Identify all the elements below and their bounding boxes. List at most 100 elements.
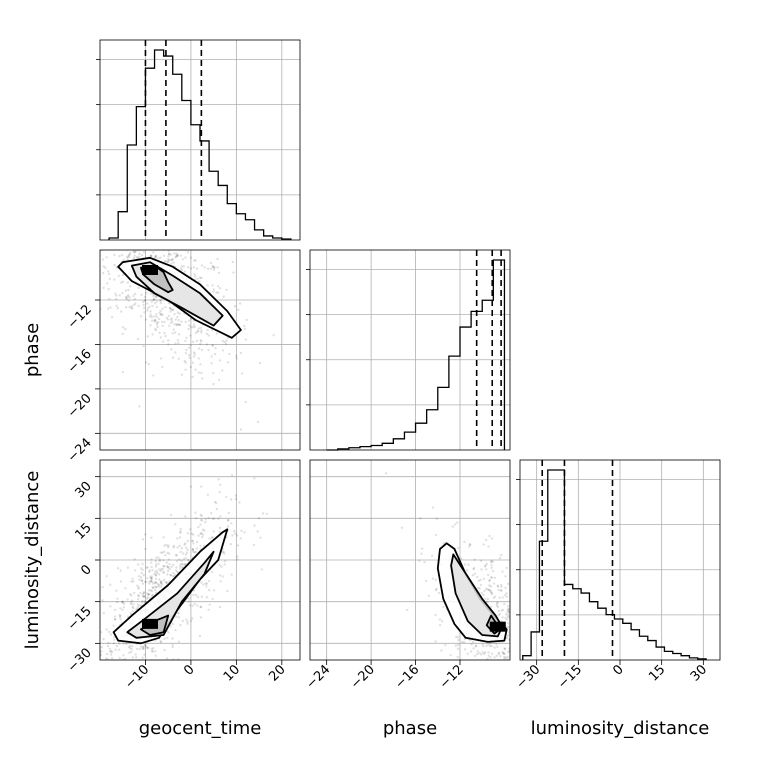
scatter-point [534, 594, 536, 596]
scatter-point [84, 236, 86, 238]
scatter-point [121, 600, 124, 603]
scatter-point [480, 568, 483, 571]
scatter-point [56, 168, 58, 170]
scatter-point [189, 326, 193, 329]
scatter-point [512, 662, 514, 664]
scatter-point [189, 528, 192, 531]
scatter-point [483, 565, 487, 568]
scatter-point [140, 685, 142, 687]
scatter-point [211, 264, 214, 268]
scatter-point [118, 685, 120, 687]
scatter-point [558, 701, 560, 703]
scatter-point [139, 237, 141, 239]
histogram-geocent_time [108, 49, 292, 240]
scatter-point [546, 671, 548, 673]
scatter-point [568, 702, 570, 704]
scatter-point [213, 517, 216, 520]
scatter-point [546, 633, 548, 635]
scatter-point [182, 213, 184, 215]
scatter-point [174, 629, 177, 632]
scatter-point [490, 591, 493, 594]
scatter-point [517, 638, 519, 640]
scatter-point [171, 356, 175, 359]
scatter-point [121, 371, 125, 374]
scatter-point [488, 644, 492, 648]
scatter-point [506, 618, 509, 621]
scatter-point [115, 666, 117, 668]
scatter-point [175, 255, 178, 258]
scatter-point [454, 635, 458, 638]
scatter-point [112, 204, 114, 206]
scatter-point [158, 568, 161, 571]
scatter-point [194, 517, 198, 520]
scatter-point [164, 259, 167, 263]
scatter-point [191, 549, 195, 552]
scatter-point [218, 530, 222, 534]
scatter-point [197, 526, 200, 529]
scatter-point [534, 645, 536, 647]
scatter-point [100, 631, 103, 634]
scatter-point [184, 320, 187, 324]
scatter-point [94, 669, 96, 671]
scatter-point [551, 645, 553, 647]
scatter-point [497, 652, 501, 656]
scatter-point [183, 563, 187, 566]
panel-0-0 [96, 40, 300, 240]
scatter-point [225, 339, 228, 342]
scatter-point [486, 597, 490, 601]
scatter-point [243, 324, 246, 328]
scatter-point [574, 699, 576, 701]
y-tick-label: −24 [65, 436, 95, 466]
scatter-point [516, 606, 518, 608]
scatter-point [169, 253, 173, 256]
scatter-point [513, 586, 515, 588]
scatter-point [484, 597, 487, 600]
scatter-point [177, 319, 180, 322]
scatter-point [124, 295, 128, 299]
scatter-point [151, 569, 154, 572]
scatter-point [229, 498, 233, 501]
scatter-point [96, 188, 98, 190]
scatter-point [167, 314, 171, 318]
scatter-point [146, 680, 148, 682]
scatter-point [129, 644, 132, 647]
scatter-point [144, 547, 147, 551]
scatter-point [522, 665, 524, 667]
scatter-point [508, 664, 510, 666]
scatter-point [531, 700, 533, 702]
scatter-point [522, 636, 524, 638]
scatter-point [488, 578, 491, 582]
scatter-point [153, 320, 156, 323]
scatter-point [467, 563, 470, 566]
scatter-point [186, 266, 190, 269]
scatter-point [106, 658, 109, 660]
scatter-point [239, 428, 243, 431]
scatter-point [124, 202, 126, 204]
scatter-point [160, 580, 163, 583]
scatter-point [143, 595, 146, 598]
scatter-point [193, 551, 196, 554]
scatter-point [116, 597, 119, 600]
scatter-point [113, 608, 117, 611]
scatter-point [229, 543, 232, 546]
scatter-point [159, 256, 162, 259]
scatter-point [488, 584, 491, 587]
scatter-point [431, 506, 435, 509]
scatter-point [119, 580, 123, 583]
scatter-point [503, 602, 506, 606]
scatter-point [165, 582, 168, 585]
scatter-point [121, 601, 124, 604]
scatter-point [601, 706, 603, 708]
scatter-point [191, 326, 195, 329]
scatter-point [154, 586, 158, 589]
scatter-point [453, 523, 457, 526]
scatter-point [236, 558, 239, 561]
scatter-point [194, 246, 196, 248]
scatter-point [150, 300, 153, 303]
scatter-point [108, 650, 112, 653]
scatter-point [133, 591, 136, 595]
scatter-point [176, 611, 179, 615]
scatter-point [150, 565, 153, 569]
scatter-point [153, 302, 157, 305]
scatter-point [596, 704, 598, 706]
